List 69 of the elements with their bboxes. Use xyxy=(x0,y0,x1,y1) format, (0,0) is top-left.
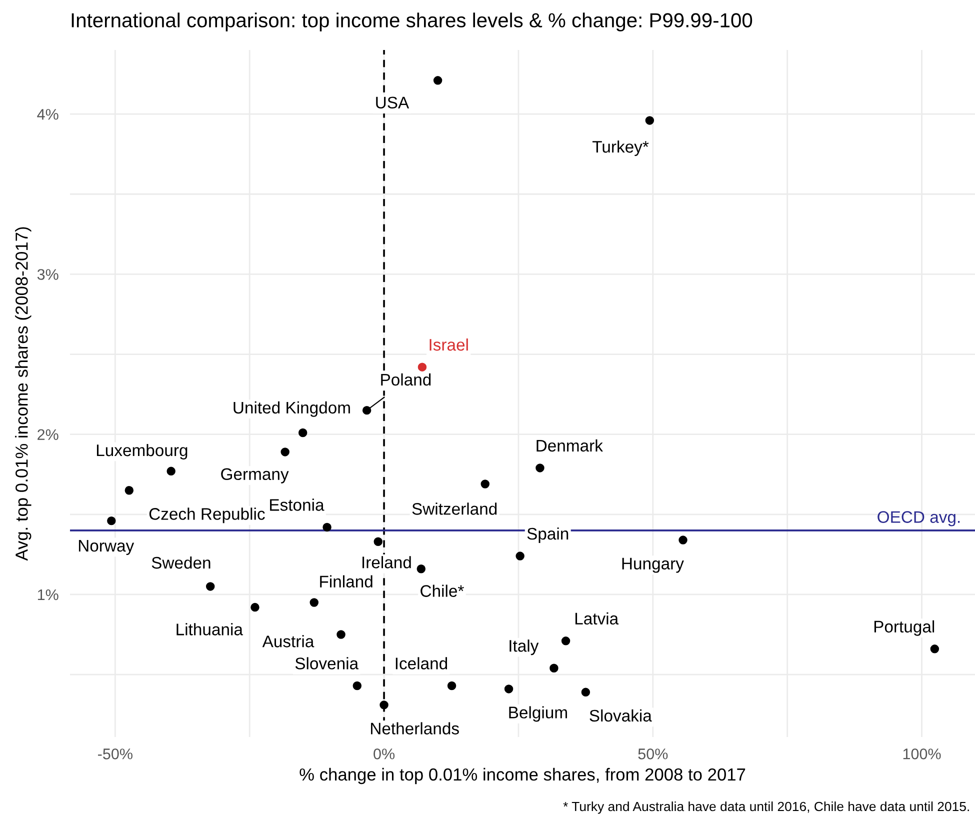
annotation: Sweden xyxy=(152,556,210,569)
annotation: Finland xyxy=(320,575,372,588)
point xyxy=(352,681,362,690)
point xyxy=(124,486,134,495)
annotation: Slovenia xyxy=(295,657,359,670)
annotation: Slovakia xyxy=(590,709,652,722)
point xyxy=(504,684,514,694)
annotation: Italy xyxy=(510,640,539,656)
y-tick-label: 1% xyxy=(38,589,58,600)
annotation: Estonia xyxy=(270,498,324,511)
annotation: Spain xyxy=(527,527,568,543)
point xyxy=(280,448,290,456)
point xyxy=(107,516,116,526)
point xyxy=(447,681,456,690)
annotation: Netherlands xyxy=(371,722,459,734)
annotation: Portugal xyxy=(874,620,934,636)
point xyxy=(250,602,260,612)
point xyxy=(322,522,332,532)
point xyxy=(581,688,590,697)
annotation: Hungary xyxy=(622,558,684,573)
x-tick-label: 0% xyxy=(374,748,395,760)
point xyxy=(206,582,215,591)
y-tick-label: 2% xyxy=(38,429,58,440)
annotation: United Kingdom xyxy=(234,401,350,417)
annotation: Czech Republic xyxy=(149,508,265,524)
x-tick-label: 50% xyxy=(638,748,668,760)
point xyxy=(678,536,688,544)
annotation: Chile* xyxy=(420,584,464,597)
annotation: Luxembourg xyxy=(96,444,188,460)
point xyxy=(645,116,654,125)
x-tick-label: -50% xyxy=(98,748,132,760)
annotation: Denmark xyxy=(536,439,603,452)
point xyxy=(374,537,382,546)
point xyxy=(433,76,442,85)
annotation: Austria xyxy=(262,635,314,648)
point xyxy=(418,362,427,372)
y-axis-title: Avg. top 0.01% income shares (2008-2017) xyxy=(15,227,32,561)
x-tick-label: 100% xyxy=(903,748,941,760)
point xyxy=(298,428,308,438)
annotation: Ireland xyxy=(362,556,411,568)
annotation: USA xyxy=(376,96,410,109)
point xyxy=(550,664,558,673)
annotation: Switzerland xyxy=(412,502,497,515)
annotation: Poland xyxy=(381,373,431,386)
point xyxy=(536,464,544,472)
point xyxy=(310,598,318,607)
chart-title: International comparison: top income shares levels & % change: P99.99-100 xyxy=(72,12,752,32)
point xyxy=(362,406,372,415)
annotation: Belgium xyxy=(509,706,567,722)
point xyxy=(380,700,388,710)
annotation: Iceland xyxy=(396,657,448,670)
point xyxy=(416,564,426,574)
point xyxy=(336,630,346,639)
x-axis-title: % change in top 0.01% income shares, from 2008 to 2017 xyxy=(300,768,746,784)
text: * Turky and Australia have data until 2016, Chile have data until 2015. xyxy=(563,801,969,814)
point xyxy=(930,644,940,654)
point xyxy=(166,466,176,476)
annotation: Germany xyxy=(221,468,289,484)
y-tick-label: 4% xyxy=(37,108,58,120)
annotation: Turkey* xyxy=(592,140,649,156)
ref-line-label: OECD avg. xyxy=(878,511,960,526)
annotation: Latvia xyxy=(575,612,619,625)
annotation: Norway xyxy=(78,540,134,555)
annotation: Israel xyxy=(430,338,468,351)
annotation: Lithuania xyxy=(176,623,243,636)
point xyxy=(480,480,490,488)
y-tick-label: 3% xyxy=(37,269,58,280)
point xyxy=(516,552,524,560)
point xyxy=(561,636,570,646)
